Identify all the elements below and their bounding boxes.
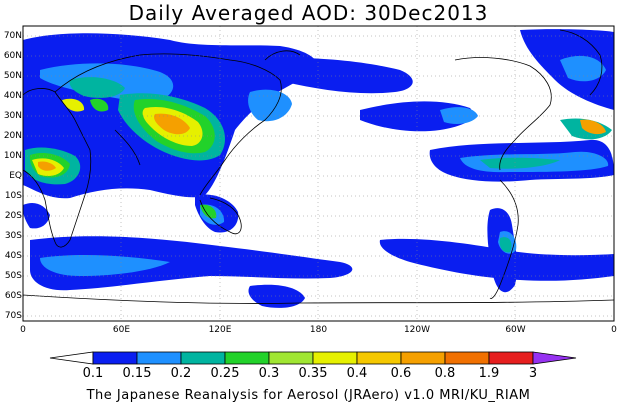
lon-label: 60E: [112, 325, 131, 335]
colorbar-box: [136, 351, 182, 365]
map-frame: [22, 25, 615, 322]
colorbar-level-label: 0.25: [210, 366, 240, 381]
colorbar-box: [356, 351, 402, 365]
lat-label: EQ: [9, 171, 22, 181]
colorbar-box: [400, 351, 446, 365]
colorbar-box: [224, 351, 270, 365]
gridlines: [23, 26, 614, 321]
lat-label: 10S: [4, 191, 22, 201]
colorbar-level-label: 0.8: [434, 366, 456, 381]
lat-label: 20S: [4, 211, 22, 221]
colorbar-level-label: 0.2: [170, 366, 192, 381]
colorbar-box: [444, 351, 490, 365]
colorbar-level-label: 0.35: [298, 366, 328, 381]
coastlines: [23, 29, 614, 304]
lat-label: 30N: [3, 111, 22, 121]
lon-label: 120W: [403, 325, 431, 335]
lat-label: 40N: [3, 91, 22, 101]
lat-label: 40S: [4, 251, 22, 261]
colorbar-level-label: 1.9: [478, 366, 500, 381]
lat-label: 60N: [3, 51, 22, 61]
lat-label: 50N: [3, 71, 22, 81]
map-title: Daily Averaged AOD: 30Dec2013: [128, 1, 489, 25]
lon-label: 0: [611, 325, 617, 335]
colorbar-level-label: 0.1: [82, 366, 104, 381]
footer-credit: The Japanese Reanalysis for Aerosol (JRA…: [86, 388, 531, 403]
lon-label: 60W: [505, 325, 526, 335]
lon-label: 180: [309, 325, 328, 335]
lat-label: 70N: [3, 31, 22, 41]
colorbar-over-triangle: [532, 351, 577, 365]
aod-field: [23, 29, 614, 308]
lat-label: 10N: [3, 151, 22, 161]
lon-label: 120E: [208, 325, 232, 335]
lat-label: 70S: [4, 311, 22, 321]
lat-label: 50S: [4, 271, 22, 281]
colorbar-box: [268, 351, 314, 365]
colorbar-level-label: 0.6: [390, 366, 412, 381]
colorbar-box: [488, 351, 534, 365]
lon-label: 0: [20, 325, 26, 335]
colorbar-level-label: 0.15: [122, 366, 152, 381]
colorbar-box: [92, 351, 138, 365]
colorbar-level-label: 3: [528, 366, 538, 381]
colorbar-level-label: 0.3: [258, 366, 280, 381]
lat-label: 20N: [3, 131, 22, 141]
lat-label: 30S: [4, 231, 22, 241]
colorbar-level-label: 0.4: [346, 366, 368, 381]
colorbar-box: [180, 351, 226, 365]
colorbar-box: [312, 351, 358, 365]
colorbar-under-triangle: [49, 351, 94, 365]
lat-label: 60S: [4, 291, 22, 301]
